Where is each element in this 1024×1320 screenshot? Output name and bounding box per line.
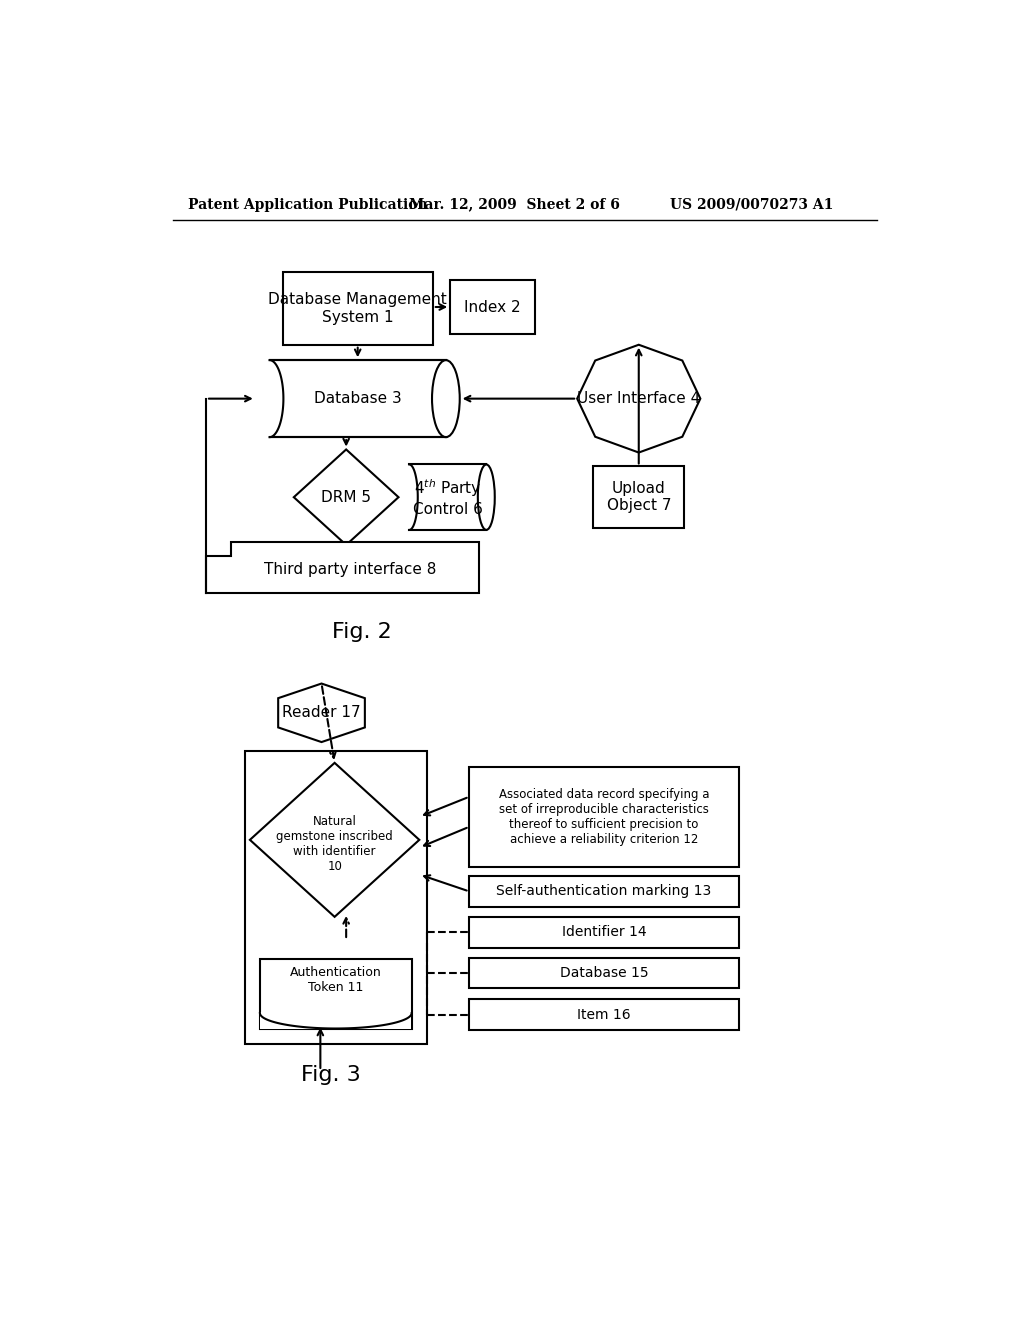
Text: Mar. 12, 2009  Sheet 2 of 6: Mar. 12, 2009 Sheet 2 of 6 xyxy=(410,198,621,211)
Ellipse shape xyxy=(478,465,495,529)
Polygon shape xyxy=(206,543,478,594)
Text: Patent Application Publication: Patent Application Publication xyxy=(188,198,428,211)
Ellipse shape xyxy=(256,360,284,437)
Bar xyxy=(469,767,739,867)
Ellipse shape xyxy=(432,360,460,437)
Ellipse shape xyxy=(400,465,418,529)
Bar xyxy=(469,876,739,907)
Bar xyxy=(269,360,445,437)
Polygon shape xyxy=(250,763,419,917)
Text: User Interface 4: User Interface 4 xyxy=(578,391,700,407)
Bar xyxy=(245,751,427,1044)
Text: Reader 17: Reader 17 xyxy=(283,705,360,721)
Bar xyxy=(469,999,739,1030)
Polygon shape xyxy=(294,449,398,545)
Text: Fig. 3: Fig. 3 xyxy=(301,1065,360,1085)
Text: Upload
Object 7: Upload Object 7 xyxy=(606,480,671,513)
Text: Authentication
Token 11: Authentication Token 11 xyxy=(290,966,382,994)
Bar xyxy=(451,280,535,334)
Text: 4$^{th}$ Party
Control 6: 4$^{th}$ Party Control 6 xyxy=(413,478,482,516)
Text: Third party interface 8: Third party interface 8 xyxy=(264,562,436,577)
Bar xyxy=(593,466,684,528)
Bar xyxy=(260,960,412,1028)
Text: DRM 5: DRM 5 xyxy=(322,490,371,504)
Bar xyxy=(410,465,486,529)
Polygon shape xyxy=(279,684,365,742)
Bar xyxy=(283,272,433,345)
Text: Database 15: Database 15 xyxy=(560,966,648,979)
Text: Identifier 14: Identifier 14 xyxy=(562,925,646,940)
Text: Natural
gemstone inscribed
with identifier
10: Natural gemstone inscribed with identifi… xyxy=(276,814,393,873)
Text: US 2009/0070273 A1: US 2009/0070273 A1 xyxy=(670,198,833,211)
Bar xyxy=(260,1012,411,1030)
Text: Item 16: Item 16 xyxy=(578,1007,631,1022)
Bar xyxy=(469,958,739,989)
Text: Index 2: Index 2 xyxy=(464,300,521,314)
Text: Fig. 2: Fig. 2 xyxy=(332,622,391,642)
Bar xyxy=(469,917,739,948)
Text: Associated data record specifying a
set of irreproducible characteristics
thereo: Associated data record specifying a set … xyxy=(499,788,710,846)
Text: Self-authentication marking 13: Self-authentication marking 13 xyxy=(497,884,712,899)
Bar xyxy=(271,360,444,437)
Text: Database Management
System 1: Database Management System 1 xyxy=(268,292,447,325)
Text: Database 3: Database 3 xyxy=(313,391,401,407)
Polygon shape xyxy=(578,345,700,453)
